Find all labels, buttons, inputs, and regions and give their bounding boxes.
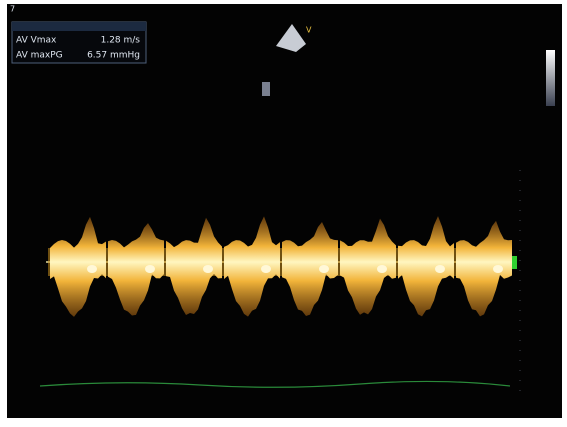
- spectrum-peak: [87, 265, 97, 273]
- ecg-trace: [39, 380, 511, 388]
- spectrum-forward: [340, 218, 396, 262]
- spectrum-peak: [493, 265, 503, 273]
- grayscale-bar: [546, 50, 555, 106]
- doppler-spectrum: [48, 216, 512, 317]
- spectrum-peak: [377, 265, 387, 273]
- spectrum-reverse: [108, 262, 164, 316]
- measurement-label: AV maxPG: [16, 51, 63, 61]
- spectrum-peak: [145, 265, 155, 273]
- probe-marker: V: [306, 26, 312, 35]
- measurement-value: 1.28 m/s: [101, 36, 141, 46]
- measurement-box-header: [12, 22, 146, 31]
- sample-volume: [262, 82, 270, 96]
- measurement-value: 6.57 mmHg: [87, 51, 140, 61]
- spectrum-forward: [50, 216, 106, 262]
- baseline-marker: [512, 256, 517, 269]
- spectrum-forward: [282, 221, 338, 262]
- spectrum-forward: [456, 220, 512, 262]
- spectrum-peak: [203, 265, 213, 273]
- spectrum-reverse: [50, 262, 106, 317]
- spectrum-peak: [261, 265, 271, 273]
- spectrum-reverse: [398, 262, 454, 317]
- frame-number: 7: [10, 5, 15, 14]
- spectrum-peak: [319, 265, 329, 273]
- spectrum-forward: [224, 216, 280, 262]
- spectrum-peak: [435, 265, 445, 273]
- measurement-label: AV Vmax: [16, 36, 57, 46]
- spectrum-reverse: [166, 262, 222, 315]
- sector-icon: [276, 24, 306, 52]
- spectrum-reverse: [340, 262, 396, 315]
- spectrum-reverse: [282, 262, 338, 317]
- image-area: [7, 4, 562, 418]
- spectrum-forward: [398, 216, 454, 262]
- spectrum-forward: [108, 223, 164, 262]
- spectrum-forward: [166, 217, 222, 262]
- spectrum-reverse: [456, 262, 512, 317]
- spectrum-reverse: [224, 262, 280, 317]
